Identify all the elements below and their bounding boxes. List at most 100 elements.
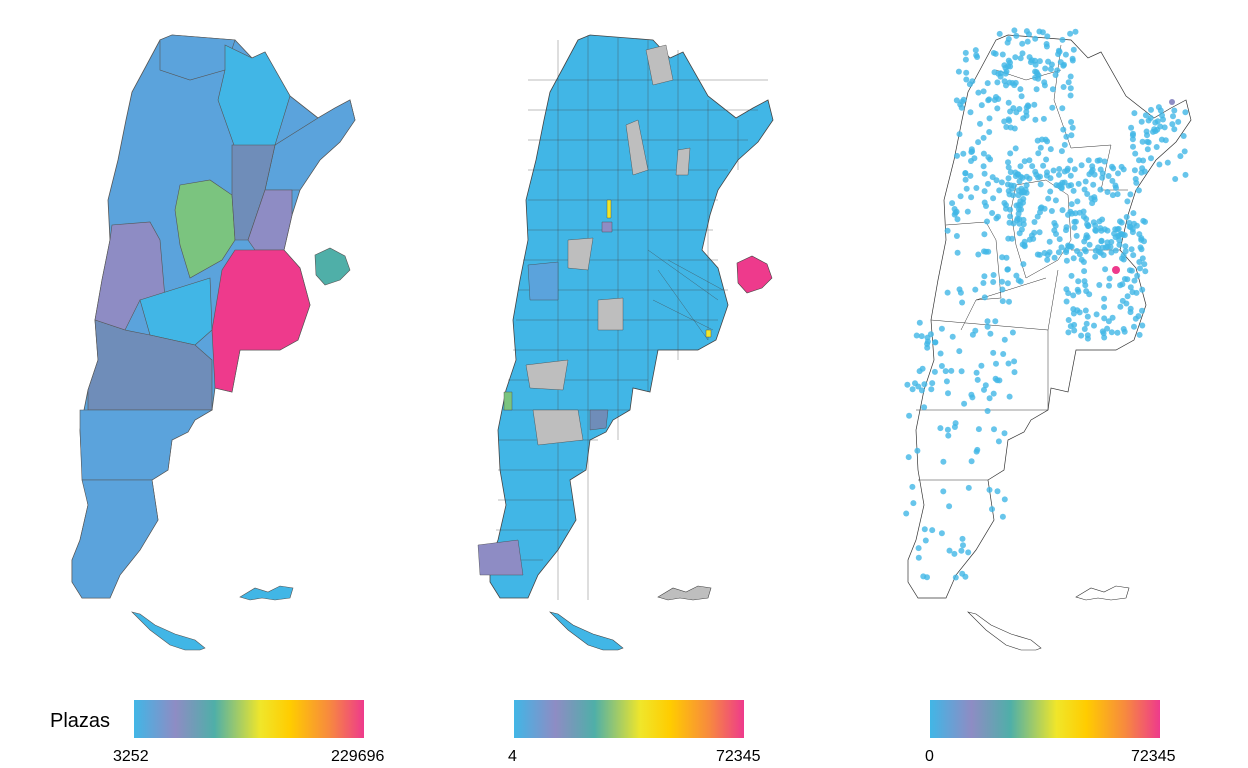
point [963, 76, 970, 83]
point [974, 376, 981, 383]
point [1159, 112, 1165, 119]
point [980, 163, 987, 170]
point [1054, 67, 1061, 74]
point [1009, 329, 1016, 336]
point [946, 547, 953, 554]
point [1142, 268, 1149, 275]
point [1085, 157, 1092, 164]
point [938, 325, 945, 332]
point [1009, 235, 1015, 242]
point [1138, 235, 1145, 242]
point [1011, 82, 1018, 89]
point [977, 120, 983, 127]
point [1070, 292, 1077, 299]
point [929, 380, 936, 387]
point [951, 550, 958, 557]
department-purple-3 [589, 409, 609, 431]
point [1067, 30, 1074, 37]
point [995, 213, 1001, 220]
point [1123, 214, 1130, 220]
point [1061, 168, 1068, 175]
province-chubut [79, 409, 214, 481]
point [918, 333, 925, 340]
department-gray-7 [597, 297, 624, 331]
point [1170, 113, 1176, 120]
point [985, 180, 991, 187]
point [1024, 38, 1031, 45]
point [1144, 146, 1151, 153]
point [1065, 329, 1072, 336]
point [1142, 218, 1148, 225]
point [1092, 247, 1099, 254]
point [1004, 280, 1011, 287]
point [1071, 321, 1078, 328]
point [961, 400, 968, 407]
department-purple-1 [477, 539, 524, 576]
point [1056, 171, 1062, 178]
point [1056, 236, 1063, 243]
points-layer [903, 27, 1189, 581]
country-shape [489, 34, 774, 599]
point [1068, 119, 1075, 125]
point [968, 158, 974, 164]
point [1092, 227, 1099, 234]
point [962, 56, 969, 63]
point [946, 503, 953, 510]
point [986, 395, 993, 402]
point [968, 194, 975, 201]
point [1153, 144, 1160, 150]
point [906, 412, 913, 419]
point [980, 280, 987, 286]
point [953, 208, 960, 215]
point [1039, 136, 1045, 143]
point [959, 535, 966, 542]
point [1001, 496, 1008, 503]
point [1083, 288, 1090, 295]
caba-shape [736, 255, 773, 294]
point [981, 231, 988, 238]
point [1096, 157, 1103, 164]
point [1001, 430, 1008, 437]
point [944, 289, 951, 296]
colorbar-1-max-label: 229696 [331, 748, 385, 765]
department-green-1 [503, 391, 513, 411]
point [1084, 335, 1091, 342]
point [1105, 173, 1112, 179]
point [1047, 66, 1054, 73]
point [1005, 164, 1012, 171]
point [996, 30, 1003, 37]
point [1052, 197, 1059, 204]
point [1058, 184, 1065, 191]
point [1101, 315, 1108, 322]
point [1007, 124, 1014, 131]
point [938, 530, 945, 537]
point [992, 318, 999, 325]
point [1175, 118, 1182, 125]
point [1048, 208, 1055, 214]
point [1092, 253, 1099, 260]
point [927, 331, 934, 338]
point [1127, 305, 1134, 312]
point [1139, 286, 1146, 293]
point [1106, 275, 1113, 282]
point [1081, 246, 1088, 253]
point [1028, 232, 1035, 239]
point [986, 486, 993, 493]
point [1091, 171, 1098, 178]
point [1063, 257, 1070, 264]
point [1164, 159, 1171, 166]
point [919, 365, 926, 372]
point [985, 154, 992, 161]
point [1130, 143, 1136, 150]
point [931, 368, 938, 375]
point [990, 390, 997, 397]
point [956, 348, 963, 355]
point [980, 88, 987, 95]
point [1017, 278, 1024, 285]
point [968, 458, 975, 465]
point [1037, 181, 1044, 188]
point [921, 381, 928, 388]
point [951, 424, 958, 430]
point [1099, 328, 1106, 335]
point [984, 218, 990, 225]
